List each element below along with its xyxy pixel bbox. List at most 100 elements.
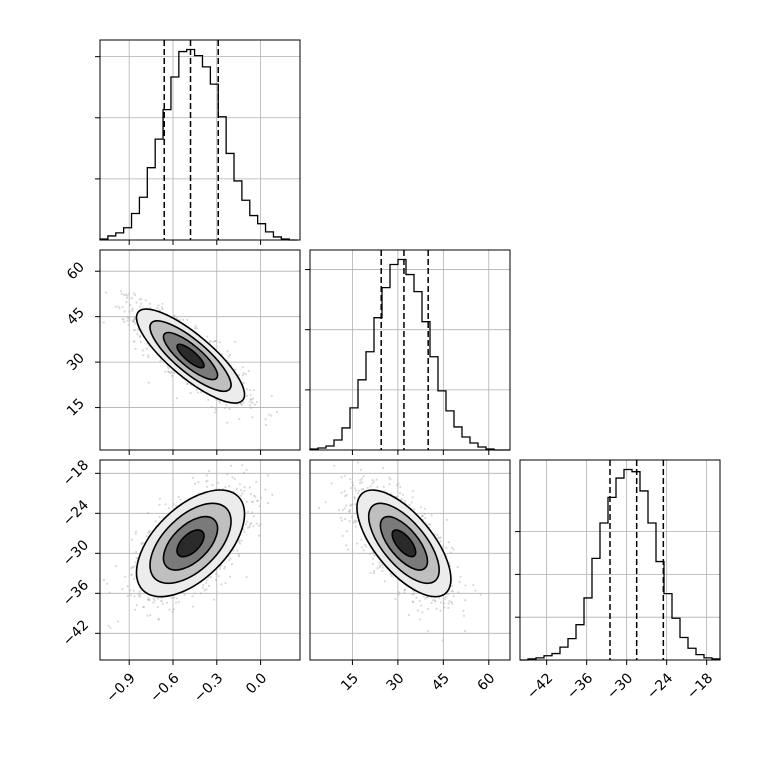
scatter-point	[246, 520, 249, 523]
scatter-point	[131, 307, 134, 310]
scatter-point	[130, 566, 134, 569]
scatter-point	[430, 601, 433, 605]
scatter-point	[241, 374, 244, 377]
scatter-point	[127, 293, 130, 296]
scatter-point	[133, 317, 136, 321]
scatter-point	[418, 618, 421, 621]
scatter-point	[205, 335, 209, 338]
scatter-point	[368, 552, 371, 555]
scatter-point	[133, 328, 136, 332]
scatter-point	[126, 296, 129, 299]
scatter-point	[389, 478, 392, 481]
density-contour-1-3	[176, 529, 205, 558]
scatter-point	[128, 589, 132, 592]
scatter-point	[138, 298, 141, 301]
scatter-point	[245, 394, 249, 398]
scatter-point	[130, 297, 133, 300]
scatter-point	[266, 474, 270, 477]
scatter-point	[360, 481, 363, 484]
scatter-point	[215, 572, 218, 576]
scatter-point	[403, 588, 406, 592]
scatter-point	[133, 318, 136, 321]
scatter-point	[161, 302, 164, 305]
scatter-point	[420, 604, 423, 607]
scatter-point	[378, 561, 381, 565]
scatter-point	[105, 291, 108, 294]
scatter-point	[267, 501, 270, 505]
scatter-point	[223, 567, 226, 570]
scatter-point	[134, 530, 138, 533]
scatter-point	[177, 600, 180, 604]
scatter-point	[408, 503, 411, 506]
panel-frame-0-1	[99, 249, 301, 451]
scatter-point	[264, 488, 267, 491]
scatter-point	[341, 534, 344, 538]
scatter-point	[412, 593, 415, 596]
scatter-point	[375, 478, 378, 481]
scatter-point	[157, 304, 160, 307]
scatter-point	[158, 503, 161, 506]
scatter-point	[235, 487, 238, 490]
scatter-point	[359, 479, 362, 482]
scatter-point	[243, 486, 246, 489]
scatter-point	[230, 563, 234, 566]
scatter-point	[239, 494, 242, 497]
scatter-point	[381, 563, 384, 567]
scatter-point	[424, 597, 427, 600]
scatter-point	[423, 512, 426, 516]
scatter-point	[440, 601, 443, 604]
scatter-point	[181, 318, 185, 321]
x-tick-label-2-0: −42	[524, 670, 556, 702]
scatter-point	[372, 480, 375, 483]
scatter-point	[353, 497, 356, 500]
scatter-point	[445, 518, 448, 522]
scatter-point	[164, 370, 167, 373]
scatter-point	[133, 608, 137, 611]
scatter-point	[411, 600, 414, 603]
scatter-point	[207, 398, 210, 401]
scatter-point	[422, 595, 425, 598]
scatter-point	[213, 598, 216, 601]
scatter-point	[189, 392, 192, 395]
scatter-point	[160, 600, 163, 603]
scatter-point	[362, 488, 365, 491]
scatter-point	[158, 309, 161, 312]
scatter-point	[345, 504, 348, 507]
scatter-point	[191, 476, 194, 479]
scatter-point	[134, 532, 137, 535]
scatter-point	[229, 557, 232, 560]
scatter-point	[218, 401, 221, 404]
scatter-point	[427, 607, 430, 611]
scatter-point	[102, 321, 105, 324]
scatter-point	[223, 565, 227, 569]
scatter-point	[351, 481, 354, 484]
scatter-point	[238, 483, 241, 486]
scatter-point	[126, 319, 129, 322]
scatter-point	[205, 581, 208, 584]
scatter-point	[191, 605, 194, 608]
scatter-point	[444, 598, 447, 601]
scatter-point	[169, 371, 172, 374]
scatter-point	[357, 489, 361, 492]
scatter-point	[345, 493, 348, 497]
scatter-point	[153, 599, 156, 602]
scatter-point	[472, 584, 475, 587]
scatter-point	[228, 485, 231, 488]
histogram-step-2	[520, 468, 721, 661]
scatter-point	[390, 574, 393, 578]
scatter-point	[395, 484, 398, 487]
scatter-point	[217, 575, 220, 578]
scatter-point	[451, 602, 454, 605]
scatter-point	[474, 589, 477, 592]
scatter-point	[133, 577, 136, 580]
scatter-point	[394, 598, 397, 601]
scatter-point	[389, 572, 392, 576]
scatter-point	[175, 597, 178, 600]
scatter-point	[130, 567, 133, 570]
scatter-point	[175, 397, 178, 400]
scatter-point	[248, 525, 251, 528]
scatter-point	[148, 598, 151, 602]
scatter-point	[227, 559, 231, 562]
scatter-point	[193, 592, 196, 595]
